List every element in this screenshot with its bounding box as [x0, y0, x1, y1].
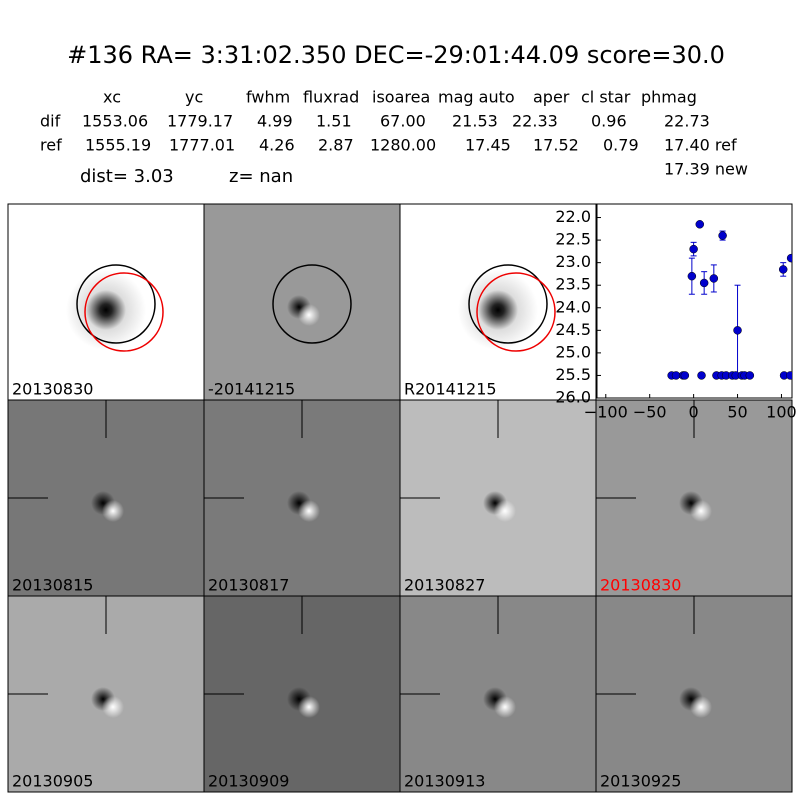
stamp-label: 20130830	[12, 380, 93, 399]
plot-area	[596, 203, 793, 399]
row-label: ref	[40, 136, 62, 155]
y-tick-label: 22.0	[555, 207, 591, 226]
stamp-label: 20130925	[600, 772, 681, 791]
y-tick-label: 23.0	[555, 252, 591, 271]
title: #136 RA= 3:31:02.350 DEC=-29:01:44.09 sc…	[67, 41, 725, 69]
source-light	[494, 500, 516, 522]
cell: 1553.06	[82, 112, 148, 131]
stamp-label: 20130830	[600, 576, 681, 595]
point	[786, 253, 792, 263]
cell: 4.26	[259, 136, 295, 155]
aperture-ref	[84, 272, 164, 352]
x-tick-label: 0	[689, 403, 699, 422]
plot	[667, 220, 792, 380]
x-tick-label: 100	[766, 403, 797, 422]
aperture	[76, 264, 156, 344]
cell: 0.96	[591, 112, 627, 131]
extra-value: 17.39 new	[664, 160, 748, 179]
point	[733, 326, 742, 335]
cell: 17.40 ref	[664, 136, 737, 155]
point	[718, 231, 727, 240]
point	[695, 220, 705, 229]
cell: 1779.17	[167, 112, 233, 131]
aperture	[468, 264, 548, 344]
cell: 67.00	[380, 112, 426, 131]
column-header: xc	[103, 88, 121, 107]
source-light	[494, 696, 516, 718]
source-light	[298, 304, 320, 326]
point	[680, 371, 690, 380]
stamp-label: 20130817	[208, 576, 289, 595]
source-light	[102, 500, 124, 522]
x-tick-label: −100	[584, 403, 628, 422]
y-tick-label: 25.0	[555, 342, 591, 361]
x-tick-label: 50	[727, 403, 747, 422]
cell: 2.87	[318, 136, 354, 155]
cell: 17.45	[465, 136, 511, 155]
column-header: isoarea	[372, 88, 430, 107]
y-tick-label: 24.0	[555, 297, 591, 316]
y-tick-label: 22.5	[555, 230, 591, 249]
point	[699, 278, 709, 288]
stamp-label: 20130815	[12, 576, 93, 595]
y-tick-label: 25.5	[555, 365, 591, 384]
source-light	[298, 696, 320, 718]
z: z= nan	[229, 166, 293, 187]
column-header: cl star	[581, 88, 631, 107]
dist: dist= 3.03	[80, 166, 174, 187]
source-light	[298, 500, 320, 522]
cell: 21.53	[452, 112, 498, 131]
point	[745, 371, 755, 380]
aperture	[272, 264, 352, 344]
column-header: fluxrad	[303, 88, 359, 107]
point	[785, 371, 792, 380]
stamp-label: 20130905	[12, 772, 93, 791]
cell: 1555.19	[85, 136, 151, 155]
stamp-label: 20130827	[404, 576, 485, 595]
cell: 1.51	[316, 112, 352, 131]
stamp-label: -20141215	[208, 380, 295, 399]
point	[709, 274, 719, 283]
row-label: dif	[40, 112, 61, 131]
point	[778, 265, 788, 274]
cell: 1777.01	[169, 136, 235, 155]
y-tick-label: 23.5	[555, 275, 591, 294]
source-light	[690, 500, 712, 522]
cell: 22.73	[664, 112, 710, 131]
x-tick-label: −50	[633, 403, 667, 422]
cell: 22.33	[512, 112, 558, 131]
column-header: fwhm	[246, 88, 290, 107]
stamp-label: 20130913	[404, 772, 485, 791]
column-header: mag auto	[438, 88, 515, 107]
source-light	[690, 696, 712, 718]
cell: 17.52	[533, 136, 579, 155]
point	[697, 371, 706, 380]
point	[687, 271, 697, 281]
column-header: aper	[533, 88, 570, 107]
stamp-label: R20141215	[404, 380, 497, 399]
y-tick-label: 26.0	[555, 388, 591, 407]
source-light	[102, 696, 124, 718]
column-header: phmag	[641, 88, 697, 107]
y-tick-label: 24.5	[555, 320, 591, 339]
aperture-ref	[476, 272, 556, 352]
point	[689, 244, 698, 254]
cell: 0.79	[603, 136, 639, 155]
stamp-label: 20130909	[208, 772, 289, 791]
column-header: yc	[185, 88, 203, 107]
cell: 4.99	[257, 112, 293, 131]
cell: 1280.00	[370, 136, 436, 155]
